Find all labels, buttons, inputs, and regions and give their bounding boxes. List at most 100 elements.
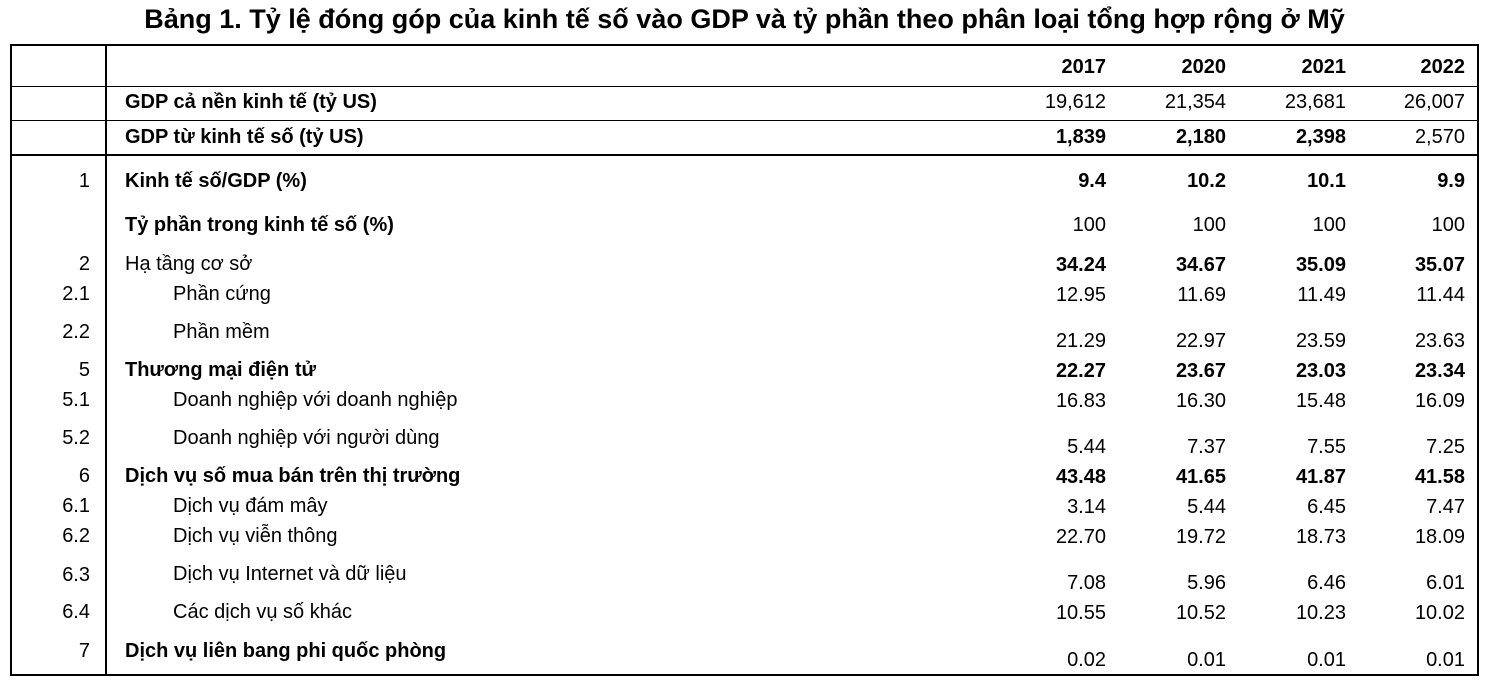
cell-value: 5.96 [1187,572,1226,594]
row-label: Dịch vụ đám mây [173,495,328,517]
cell-value: 15.48 [1295,390,1346,412]
cell-value: 22.70 [1055,526,1106,548]
row-index: 2.1 [62,283,90,305]
cell-value: 23,681 [1284,91,1346,113]
cell-value: 16.30 [1175,390,1226,412]
cell-value: 9.4 [1078,170,1106,192]
cell-value: 34.24 [1055,254,1106,276]
cell-value: 10.55 [1055,602,1106,624]
row-label: Doanh nghiệp với người dùng [173,427,440,449]
year-header: 2022 [1420,56,1466,78]
cell-value: 0.01 [1426,649,1465,671]
cell-value: 21,354 [1164,91,1226,113]
cell-value: 12.95 [1055,284,1106,306]
row-label: Doanh nghiệp với doanh nghiệp [173,389,458,411]
row-index: 6.2 [62,525,90,547]
row-label: Các dịch vụ số khác [173,601,352,623]
cell-value: 100 [1431,214,1465,236]
row-index: 5.1 [62,389,90,411]
cell-value: 100 [1192,214,1226,236]
cell-value: 41.87 [1295,466,1346,488]
cell-value: 21.29 [1055,330,1106,352]
cell-value: 11.44 [1416,284,1465,306]
row-index: 5.2 [62,427,90,449]
cell-value: 22.27 [1055,360,1106,382]
cell-value: 18.73 [1295,526,1346,548]
cell-value: 100 [1312,214,1346,236]
row-index: 6.4 [62,601,90,623]
year-header: 2020 [1181,56,1227,78]
cell-value: 10.02 [1414,602,1465,624]
cell-value: 9.9 [1437,170,1465,192]
cell-value: 7.25 [1426,436,1465,458]
year-header: 2021 [1301,56,1347,78]
cell-value: 34.67 [1175,254,1226,276]
cell-value: 2,570 [1414,126,1465,148]
cell-value: 7.47 [1426,496,1465,518]
table-title: Bảng 1. Tỷ lệ đóng góp của kinh tế số và… [144,4,1345,34]
cell-value: 7.08 [1067,572,1106,594]
cell-value: 1,839 [1055,126,1106,148]
cell-value: 6.45 [1307,496,1346,518]
cell-value: 6.01 [1426,572,1465,594]
row-label: Tỷ phần trong kinh tế số (%) [125,214,394,236]
row-label: Phần cứng [173,283,271,305]
row-divider [10,120,1479,121]
cell-value: 19.72 [1175,526,1226,548]
cell-value: 23.67 [1175,360,1226,382]
cell-value: 11.69 [1177,284,1226,306]
index-column-divider [105,44,107,676]
row-index: 6 [78,465,90,487]
cell-value: 100 [1072,214,1106,236]
row-index: 6.1 [62,495,90,517]
cell-value: 3.14 [1067,496,1106,518]
cell-value: 6.46 [1307,572,1346,594]
row-index: 2.2 [62,321,90,343]
cell-value: 18.09 [1414,526,1465,548]
header-divider [10,86,1479,87]
cell-value: 43.48 [1055,466,1106,488]
cell-value: 0.01 [1187,649,1226,671]
cell-value: 10.23 [1295,602,1346,624]
cell-value: 26,007 [1403,91,1465,113]
row-label: Dịch vụ Internet và dữ liệu [173,563,407,585]
row-index: 6.3 [62,564,90,586]
cell-value: 19,612 [1044,91,1106,113]
cell-value: 0.02 [1067,649,1106,671]
table-frame [10,44,1479,676]
cell-value: 16.09 [1414,390,1465,412]
row-index: 7 [78,640,90,662]
body-divider [10,154,1479,156]
cell-value: 23.03 [1295,360,1346,382]
cell-value: 2,398 [1295,126,1346,148]
cell-value: 23.34 [1414,360,1465,382]
row-label: Hạ tầng cơ sở [125,253,253,275]
cell-value: 10.2 [1187,170,1226,192]
cell-value: 22.97 [1175,330,1226,352]
row-label: Dịch vụ viễn thông [173,525,338,547]
cell-value: 5.44 [1067,436,1106,458]
row-index: 5 [78,359,90,381]
row-index: 1 [78,170,90,192]
cell-value: 0.01 [1307,649,1346,671]
row-label: Thương mại điện tử [125,359,316,381]
cell-value: 2,180 [1175,126,1226,148]
cell-value: 10.1 [1307,170,1346,192]
cell-value: 11.49 [1297,284,1346,306]
row-label: Kinh tế số/GDP (%) [125,170,307,192]
row-index: 2 [78,253,90,275]
cell-value: 7.55 [1307,436,1346,458]
cell-value: 41.58 [1414,466,1465,488]
cell-value: 16.83 [1055,390,1106,412]
cell-value: 23.59 [1295,330,1346,352]
cell-value: 5.44 [1187,496,1226,518]
row-label: GDP cả nền kinh tế (tỷ US) [125,91,377,113]
cell-value: 35.09 [1295,254,1346,276]
cell-value: 35.07 [1414,254,1465,276]
cell-value: 7.37 [1187,436,1226,458]
cell-value: 23.63 [1414,330,1465,352]
row-label: Dịch vụ số mua bán trên thị trường [125,465,461,487]
year-header: 2017 [1061,56,1107,78]
cell-value: 41.65 [1175,466,1226,488]
cell-value: 10.52 [1175,602,1226,624]
